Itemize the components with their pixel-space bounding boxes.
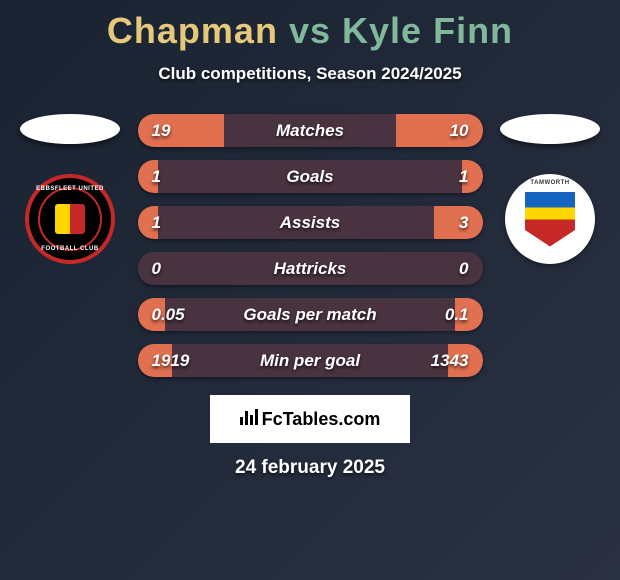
badge1-inner-icon (55, 204, 85, 234)
player2-club-badge: TAMWORTH (505, 174, 595, 264)
brand-text: FcTables.com (262, 409, 381, 429)
player2-name: Kyle Finn (342, 10, 513, 51)
stat-label: Matches (138, 121, 483, 141)
stat-value-right: 1 (459, 167, 468, 187)
player1-column: EBBSFLEET UNITED FOOTBALL CLUB (18, 114, 123, 264)
stats-table: 19 Matches 10 1 Goals 1 1 Assists 3 0 Ha… (138, 114, 483, 377)
stat-value-right: 3 (459, 213, 468, 233)
badge2-top-text: TAMWORTH (530, 180, 569, 186)
stat-label: Goals (138, 167, 483, 187)
player1-club-badge: EBBSFLEET UNITED FOOTBALL CLUB (25, 174, 115, 264)
player2-column: TAMWORTH (498, 114, 603, 264)
brand-box: FcTables.com (210, 395, 410, 443)
stat-row: 1 Assists 3 (138, 206, 483, 239)
badge1-bottom-text: FOOTBALL CLUB (41, 246, 98, 252)
subtitle: Club competitions, Season 2024/2025 (0, 64, 620, 84)
stat-value-right: 0 (459, 259, 468, 279)
vs-text: vs (289, 10, 331, 51)
stat-label: Assists (138, 213, 483, 233)
stat-label: Hattricks (138, 259, 483, 279)
badge1-top-text: EBBSFLEET UNITED (36, 186, 104, 192)
stat-row: 1919 Min per goal 1343 (138, 344, 483, 377)
date-text: 24 february 2025 (0, 457, 620, 479)
brand-logo: FcTables.com (240, 409, 381, 430)
stat-value-right: 1343 (431, 351, 469, 371)
stat-value-right: 0.1 (445, 305, 469, 325)
stat-value-right: 10 (450, 121, 469, 141)
stat-row: 1 Goals 1 (138, 160, 483, 193)
stat-row: 0 Hattricks 0 (138, 252, 483, 285)
stat-row: 0.05 Goals per match 0.1 (138, 298, 483, 331)
player1-name: Chapman (107, 10, 278, 51)
stat-label: Goals per match (138, 305, 483, 325)
comparison-title: Chapman vs Kyle Finn (0, 0, 620, 52)
badge2-shield-icon (525, 192, 575, 247)
stat-row: 19 Matches 10 (138, 114, 483, 147)
comparison-content: EBBSFLEET UNITED FOOTBALL CLUB 19 Matche… (0, 114, 620, 377)
player2-silhouette (500, 114, 600, 144)
player1-silhouette (20, 114, 120, 144)
brand-bars-icon (240, 409, 258, 425)
